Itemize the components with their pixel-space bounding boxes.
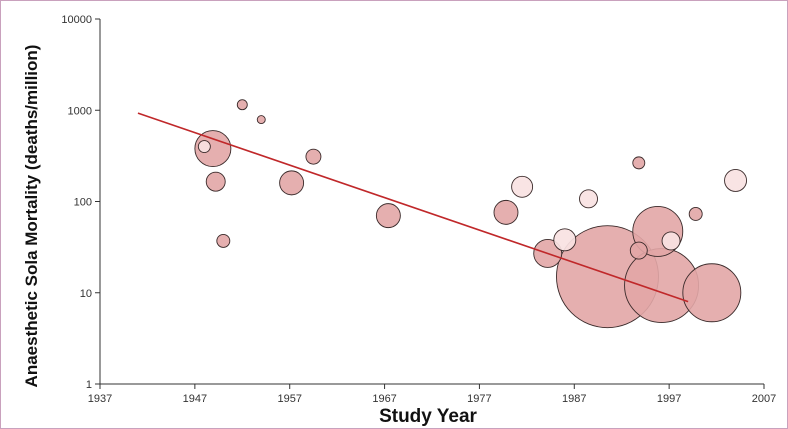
y-tick-label: 100 [74, 197, 92, 209]
axes [99, 19, 764, 385]
data-bubble [661, 231, 681, 251]
x-tick-label: 1967 [372, 393, 396, 405]
data-bubble [279, 170, 305, 196]
y-tick-label: 1 [86, 379, 92, 391]
data-bubble [579, 189, 598, 209]
data-bubble [236, 99, 248, 111]
x-axis-label: Study Year [379, 406, 477, 427]
trend [137, 112, 689, 303]
x-tick-label: 1987 [562, 393, 586, 405]
y-tick-label: 10 [80, 288, 92, 300]
data-bubble [194, 130, 232, 168]
x-tick-label: 1977 [467, 393, 491, 405]
x-tick-label: 2007 [752, 393, 776, 405]
data-bubble [682, 263, 742, 323]
x-ticks: 1937 1947 1957 1967 1977 1987 1997 2007 [88, 384, 776, 405]
data-bubble [216, 233, 231, 248]
data-bubble [197, 140, 211, 154]
data-bubble [511, 175, 534, 198]
data-bubble [724, 169, 747, 192]
x-tick-label: 1947 [183, 393, 207, 405]
data-bubble [688, 207, 703, 221]
data-bubble [493, 199, 519, 225]
data-bubble [205, 171, 226, 192]
data-bubble [629, 241, 648, 260]
y-axis-label: Anaesthetic Sola Mortality (deaths/milli… [22, 45, 41, 388]
data-bubble [305, 148, 322, 165]
y-tick-label: 1000 [68, 105, 92, 117]
x-tick-label: 1997 [657, 393, 681, 405]
y-ticks: 1 10 100 1000 10000 [61, 14, 100, 391]
bubbles [194, 99, 747, 329]
x-tick-label: 1957 [277, 393, 301, 405]
data-bubble [256, 115, 266, 125]
x-tick-label: 1937 [88, 393, 112, 405]
trend-line [137, 112, 689, 303]
y-tick-label: 10000 [61, 14, 92, 26]
data-bubble [375, 203, 401, 229]
data-bubble [632, 156, 646, 170]
data-bubble [553, 228, 577, 252]
